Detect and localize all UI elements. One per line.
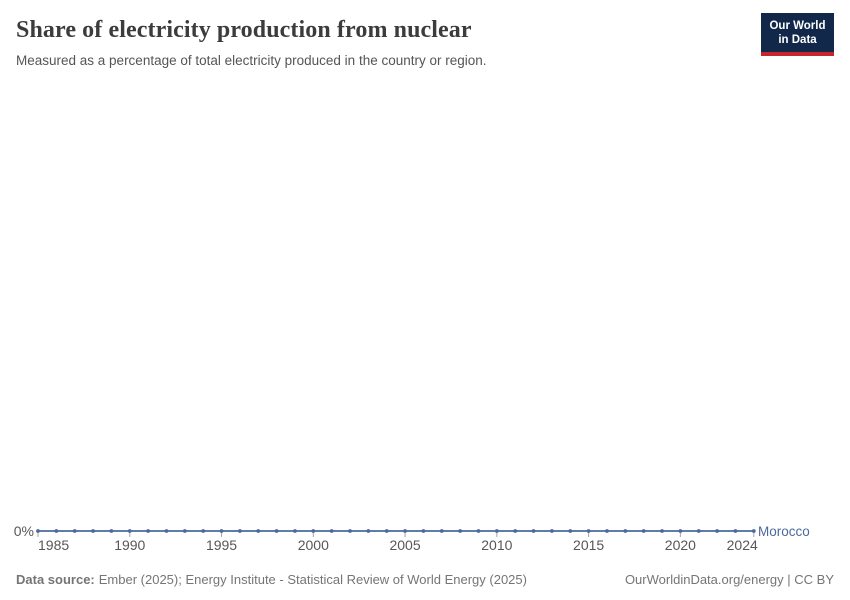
- data-point-marker[interactable]: [146, 529, 151, 533]
- data-point-marker[interactable]: [550, 529, 554, 533]
- chart-header: Share of electricity production from nuc…: [16, 13, 834, 68]
- data-point-marker[interactable]: [182, 529, 187, 533]
- data-source-label: Data source:: [16, 572, 95, 587]
- x-axis-tick-label: 2000: [297, 537, 329, 553]
- data-point-marker[interactable]: [494, 529, 499, 533]
- data-point-marker[interactable]: [403, 529, 407, 533]
- data-point-marker[interactable]: [605, 529, 609, 533]
- owid-logo-line2: in Data: [778, 34, 817, 47]
- footer-permalink-license[interactable]: OurWorldinData.org/energy | CC BY: [624, 572, 834, 587]
- x-axis-tick-label: 1990: [114, 537, 146, 553]
- data-point-marker[interactable]: [531, 529, 536, 533]
- x-axis-tick-label: 1985: [38, 537, 70, 553]
- data-point-marker[interactable]: [623, 529, 628, 533]
- x-axis-tick-label: 2020: [664, 537, 696, 553]
- data-point-marker[interactable]: [293, 529, 297, 533]
- x-axis-tick-label: 2005: [389, 537, 421, 553]
- data-point-marker[interactable]: [751, 529, 756, 533]
- data-point-marker[interactable]: [715, 529, 719, 533]
- data-point-marker[interactable]: [54, 529, 59, 533]
- data-point-marker[interactable]: [696, 529, 701, 533]
- data-point-marker[interactable]: [164, 529, 169, 533]
- data-point-marker[interactable]: [256, 529, 261, 533]
- data-point-marker[interactable]: [513, 529, 518, 533]
- data-point-marker[interactable]: [476, 529, 481, 533]
- data-point-marker[interactable]: [201, 529, 206, 533]
- data-point-marker[interactable]: [237, 529, 242, 533]
- data-point-marker[interactable]: [36, 529, 40, 533]
- data-point-marker[interactable]: [678, 529, 683, 533]
- data-point-marker[interactable]: [568, 529, 573, 533]
- data-source-text: Ember (2025); Energy Institute - Statist…: [98, 572, 527, 587]
- data-point-marker[interactable]: [660, 529, 664, 533]
- data-point-marker[interactable]: [72, 529, 77, 533]
- data-source-note: Data source: Ember (2025); Energy Institu…: [16, 572, 527, 587]
- owid-logo-line1: Our World: [769, 20, 826, 32]
- chart-footer: Data source: Ember (2025); Energy Institu…: [16, 572, 834, 587]
- chart-plot-area[interactable]: 0% Morocco 1985 1990 1995 2000 2005 2010 2015 2…: [0, 80, 850, 553]
- data-point-marker[interactable]: [641, 529, 646, 533]
- series-label-morocco[interactable]: Morocco: [758, 524, 810, 539]
- data-point-marker[interactable]: [586, 529, 591, 533]
- data-point-marker[interactable]: [127, 529, 132, 533]
- data-point-marker[interactable]: [733, 529, 738, 533]
- data-point-marker[interactable]: [109, 529, 114, 533]
- chart-subtitle: Measured as a percentage of total electr…: [16, 53, 487, 68]
- owid-logo[interactable]: Our World in Data: [761, 13, 834, 56]
- data-point-marker[interactable]: [91, 529, 95, 533]
- x-axis-tick-label: 2010: [481, 537, 513, 553]
- data-point-marker[interactable]: [384, 529, 389, 533]
- x-axis-tick-label: 2015: [573, 537, 605, 553]
- data-point-marker[interactable]: [366, 529, 371, 533]
- data-point-marker[interactable]: [458, 529, 463, 533]
- line-chart-canvas[interactable]: [0, 80, 850, 550]
- data-point-marker[interactable]: [439, 529, 444, 533]
- x-axis-tick-label: 2024: [726, 537, 758, 553]
- title-block: Share of electricity production from nuc…: [16, 13, 487, 68]
- data-point-marker[interactable]: [329, 529, 334, 533]
- page-title: Share of electricity production from nuc…: [16, 17, 472, 43]
- data-point-marker[interactable]: [274, 529, 279, 533]
- data-point-marker[interactable]: [219, 529, 224, 533]
- data-point-marker[interactable]: [421, 529, 426, 533]
- x-axis-tick-label: 1995: [205, 537, 238, 553]
- data-point-marker[interactable]: [348, 529, 352, 533]
- y-axis-zero-label: 0%: [13, 523, 34, 539]
- data-point-marker[interactable]: [311, 529, 316, 533]
